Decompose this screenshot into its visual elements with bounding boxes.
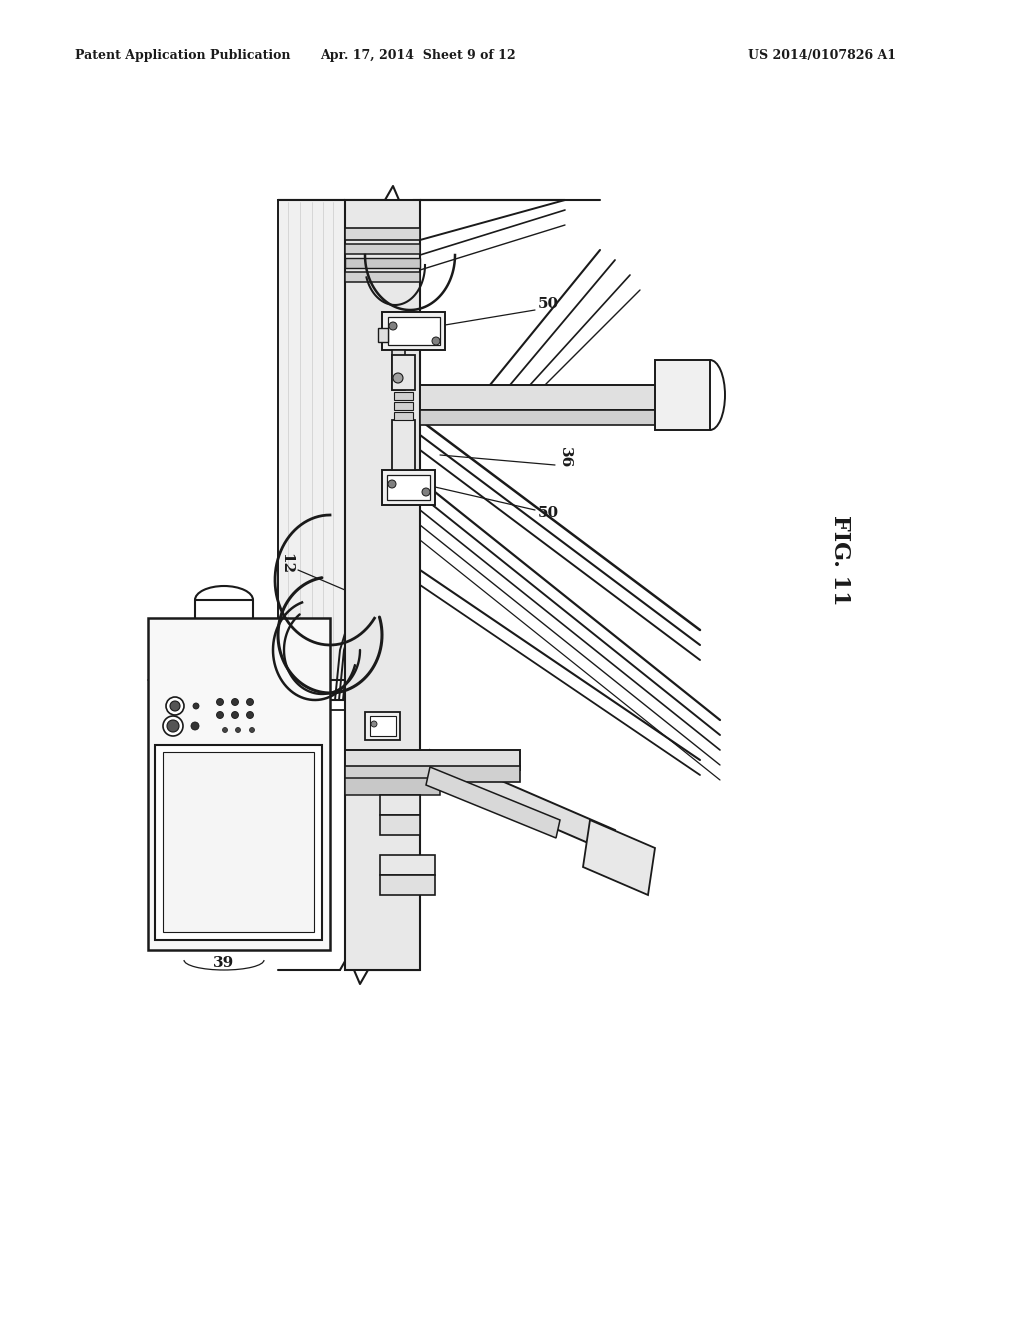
Polygon shape xyxy=(380,855,435,875)
Polygon shape xyxy=(388,317,440,345)
Polygon shape xyxy=(655,360,710,430)
Polygon shape xyxy=(278,201,345,680)
Polygon shape xyxy=(155,744,322,940)
Polygon shape xyxy=(345,257,420,268)
Polygon shape xyxy=(394,392,413,400)
Bar xyxy=(378,327,388,342)
Circle shape xyxy=(216,711,223,718)
Circle shape xyxy=(193,704,199,709)
Circle shape xyxy=(388,480,396,488)
Text: 50: 50 xyxy=(538,506,559,520)
Circle shape xyxy=(231,698,239,705)
Text: 39: 39 xyxy=(213,956,234,970)
Polygon shape xyxy=(148,618,330,950)
Circle shape xyxy=(170,701,180,711)
Polygon shape xyxy=(424,750,615,851)
Circle shape xyxy=(167,719,179,733)
Circle shape xyxy=(247,711,254,718)
Polygon shape xyxy=(420,385,680,411)
Polygon shape xyxy=(345,766,520,781)
Polygon shape xyxy=(392,355,415,389)
Circle shape xyxy=(163,715,183,737)
Circle shape xyxy=(389,322,397,330)
Circle shape xyxy=(166,697,184,715)
Polygon shape xyxy=(380,814,420,836)
Polygon shape xyxy=(163,752,314,932)
Circle shape xyxy=(247,698,254,705)
Polygon shape xyxy=(345,201,420,970)
Polygon shape xyxy=(420,411,660,425)
Polygon shape xyxy=(583,820,655,895)
Text: 50: 50 xyxy=(538,297,559,312)
Circle shape xyxy=(216,698,223,705)
Polygon shape xyxy=(392,350,406,389)
Polygon shape xyxy=(345,244,420,253)
Polygon shape xyxy=(394,403,413,411)
Circle shape xyxy=(393,374,403,383)
Polygon shape xyxy=(426,767,560,838)
Text: Patent Application Publication: Patent Application Publication xyxy=(75,49,291,62)
Polygon shape xyxy=(382,312,445,350)
Circle shape xyxy=(191,722,199,730)
Polygon shape xyxy=(345,228,420,240)
Polygon shape xyxy=(370,715,396,737)
Circle shape xyxy=(250,727,255,733)
Polygon shape xyxy=(345,750,520,770)
Text: 36: 36 xyxy=(558,447,572,469)
Circle shape xyxy=(432,337,440,345)
Circle shape xyxy=(236,727,241,733)
Circle shape xyxy=(231,711,239,718)
Polygon shape xyxy=(392,420,415,470)
Polygon shape xyxy=(365,711,400,741)
Text: Apr. 17, 2014  Sheet 9 of 12: Apr. 17, 2014 Sheet 9 of 12 xyxy=(321,49,516,62)
Text: US 2014/0107826 A1: US 2014/0107826 A1 xyxy=(748,49,896,62)
Text: FIG. 11: FIG. 11 xyxy=(829,515,851,606)
Polygon shape xyxy=(382,470,435,506)
Circle shape xyxy=(371,721,377,727)
Polygon shape xyxy=(380,875,435,895)
Polygon shape xyxy=(387,475,430,500)
Polygon shape xyxy=(394,412,413,420)
Text: 12: 12 xyxy=(279,553,293,574)
Polygon shape xyxy=(345,272,420,282)
Polygon shape xyxy=(345,777,440,795)
Circle shape xyxy=(222,727,227,733)
Polygon shape xyxy=(380,795,420,814)
Circle shape xyxy=(422,488,430,496)
